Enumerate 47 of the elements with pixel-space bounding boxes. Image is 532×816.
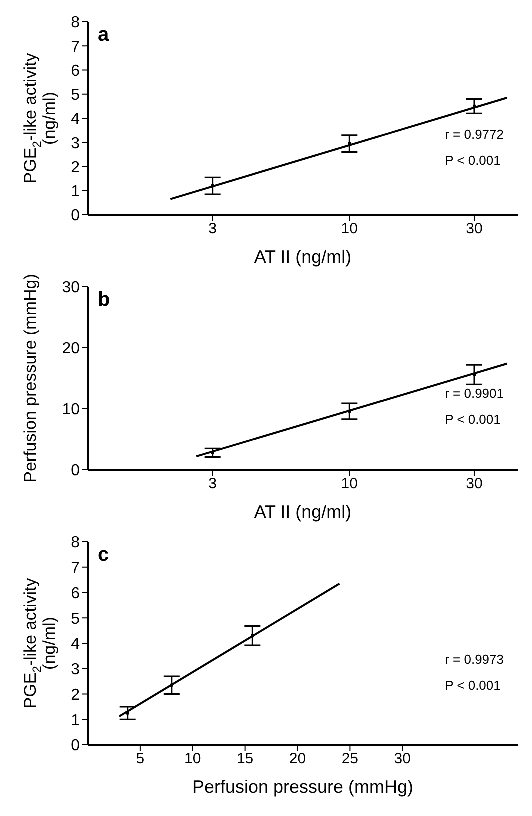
y-tick-label: 0 — [71, 208, 80, 225]
y-tick-label: 7 — [71, 560, 80, 578]
y-tick-label: 3 — [71, 135, 80, 152]
x-tick-label: 10 — [184, 750, 202, 768]
x-tick-label: 10 — [341, 220, 358, 238]
chart-title: b — [98, 289, 110, 312]
x-axis-title: Perfusion pressure (mmHg) — [192, 777, 414, 797]
y-tick-label: 30 — [62, 280, 80, 297]
x-tick-label: 10 — [341, 476, 358, 493]
y-tick-label: 6 — [71, 585, 80, 602]
y-tick-label: 1 — [71, 712, 80, 730]
y-tick-label: 5 — [71, 610, 80, 628]
x-tick-label: 5 — [136, 750, 145, 768]
x-tick-label: 3 — [208, 220, 218, 238]
y-tick-label: 1 — [71, 184, 80, 201]
y-tick-label: 2 — [71, 686, 80, 704]
x-tick-label: 25 — [342, 750, 359, 768]
x-tick-label: 3 — [208, 476, 218, 493]
annotation: P < 0.001 — [445, 411, 502, 430]
annotation: r = 0.9772 — [445, 126, 504, 144]
y-axis-title: Perfusion pressure (mmHg) — [20, 274, 40, 483]
annotation: r = 0.9901 — [445, 385, 504, 404]
y-tick-label: 4 — [71, 111, 80, 128]
x-tick-label: 20 — [289, 750, 306, 768]
y-tick-label: 8 — [71, 534, 80, 552]
y-tick-label: 5 — [71, 87, 80, 104]
y-tick-label: 10 — [62, 402, 80, 419]
chart-title: c — [98, 544, 110, 567]
x-axis-title: AT II (ng/ml) — [254, 502, 352, 522]
x-axis-title: AT II (ng/ml) — [254, 247, 352, 267]
y-tick-label: 3 — [71, 662, 80, 679]
y-tick-label: 6 — [71, 62, 80, 80]
y-tick-label: 2 — [71, 159, 80, 176]
y-tick-label: 8 — [71, 14, 80, 32]
chart-title: a — [98, 24, 110, 47]
x-tick-label: 30 — [466, 476, 483, 493]
y-tick-label: 4 — [71, 636, 80, 654]
x-tick-label: 30 — [466, 220, 483, 238]
y-tick-label: 7 — [71, 38, 80, 56]
annotation: r = 0.9973 — [445, 651, 504, 670]
y-tick-label: 0 — [71, 738, 80, 755]
x-tick-label: 30 — [394, 750, 411, 768]
y-tick-label: 20 — [62, 340, 80, 358]
annotation: P < 0.001 — [445, 152, 502, 170]
y-tick-label: 0 — [71, 462, 80, 480]
annotation: P < 0.001 — [445, 677, 502, 696]
x-tick-label: 15 — [236, 750, 254, 768]
